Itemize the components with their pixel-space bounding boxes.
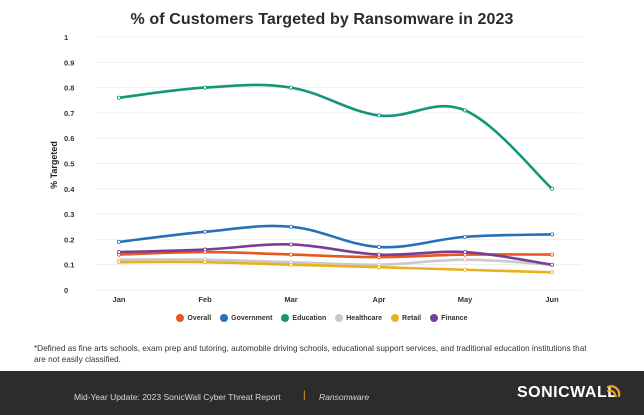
legend-item-education: Education <box>281 314 326 322</box>
data-point-government <box>202 229 207 234</box>
data-point-government <box>376 244 381 249</box>
data-point-education <box>202 85 207 90</box>
legend-swatch <box>281 314 290 322</box>
legend-swatch <box>335 314 344 322</box>
y-axis-ticks: 0 0.1 0.2 0.3 0.4 0.5 0.6 0.7 0.8 0.9 1 <box>64 33 75 295</box>
series-line-retail <box>117 260 554 274</box>
data-point-retail <box>202 260 207 265</box>
data-point-education <box>288 85 293 90</box>
y-tick-label: 0.7 <box>64 109 74 118</box>
series-line-finance <box>117 243 554 266</box>
legend-swatch <box>391 314 400 322</box>
data-point-government <box>462 234 467 239</box>
data-point-education <box>376 113 381 118</box>
x-tick-label: Jun <box>545 295 559 304</box>
legend-item-healthcare: Healthcare <box>335 314 382 322</box>
legend-label: Retail <box>402 314 422 322</box>
y-tick-label: 0.4 <box>64 185 75 194</box>
x-tick-label: Apr <box>373 295 386 304</box>
x-tick-label: May <box>458 295 473 304</box>
gridlines <box>96 36 582 291</box>
data-point-finance <box>376 252 381 257</box>
data-point-retail <box>117 260 122 265</box>
y-tick-label: 0.6 <box>64 134 74 143</box>
x-tick-label: Jan <box>113 295 126 304</box>
y-tick-label: 0.2 <box>64 235 74 244</box>
data-point-retail <box>376 265 381 270</box>
data-point-government <box>117 239 122 244</box>
series-line-healthcare <box>117 258 554 267</box>
data-point-overall <box>288 252 293 257</box>
legend-item-retail: Retail <box>391 314 421 322</box>
x-axis-ticks: Jan Feb Mar Apr May Jun <box>113 295 560 304</box>
y-tick-label: 0 <box>64 286 68 295</box>
data-point-retail <box>462 267 467 272</box>
data-point-finance <box>462 250 467 255</box>
data-point-education <box>550 186 555 191</box>
y-axis-label: % Targeted <box>49 141 59 189</box>
y-tick-label: 1 <box>64 33 68 42</box>
legend-label: Government <box>231 314 273 322</box>
y-tick-label: 0.1 <box>64 261 74 270</box>
legend-label: Finance <box>441 314 468 322</box>
data-point-education <box>117 95 122 100</box>
legend-label: Overall <box>187 314 212 322</box>
x-tick-label: Mar <box>284 295 297 304</box>
data-point-finance <box>550 262 555 267</box>
sonicwall-logo: SONICWALL <box>517 384 618 401</box>
series-line-education <box>117 83 554 191</box>
legend-swatch <box>220 314 229 322</box>
y-tick-label: 0.3 <box>64 210 74 219</box>
legend-swatch <box>176 314 185 322</box>
legend-item-overall: Overall <box>176 314 211 322</box>
series-line-government <box>117 224 554 249</box>
legend-swatch <box>430 314 439 322</box>
series-lines <box>117 83 554 274</box>
footnote: *Defined as fine arts schools, exam prep… <box>34 344 587 364</box>
data-point-finance <box>202 247 207 252</box>
data-point-education <box>462 108 467 113</box>
footer-section-name: Ransomware <box>319 392 370 402</box>
chart-title: % of Customers Targeted by Ransomware in… <box>130 11 514 28</box>
y-tick-label: 0.8 <box>64 84 74 93</box>
data-points <box>117 85 555 275</box>
data-point-retail <box>288 262 293 267</box>
footer-bar: Mid-Year Update: 2023 SonicWall Cyber Th… <box>0 371 644 415</box>
data-point-healthcare <box>462 257 467 262</box>
legend-label: Healthcare <box>346 314 383 322</box>
data-point-retail <box>550 270 555 275</box>
line-chart: 0 0.1 0.2 0.3 0.4 0.5 0.6 0.7 0.8 0.9 1 Jan Feb Mar A… <box>49 33 582 304</box>
logo-arc-icon <box>606 385 621 398</box>
y-tick-label: 0.9 <box>64 58 74 67</box>
chart-legend: Overall Government Education Healthcare Reta… <box>0 314 644 322</box>
data-point-government <box>288 224 293 229</box>
series-line-overall <box>117 250 554 259</box>
data-point-finance <box>117 250 122 255</box>
footer-separator: | <box>303 390 306 401</box>
data-point-government <box>550 232 555 237</box>
footer-report-title: Mid-Year Update: 2023 SonicWall Cyber Th… <box>74 392 281 402</box>
x-tick-label: Feb <box>198 295 212 304</box>
legend-label: Education <box>292 314 327 322</box>
legend-item-finance: Finance <box>430 314 468 322</box>
data-point-finance <box>288 242 293 247</box>
y-tick-label: 0.5 <box>64 160 74 169</box>
legend-item-government: Government <box>220 314 272 322</box>
data-point-overall <box>550 252 555 257</box>
